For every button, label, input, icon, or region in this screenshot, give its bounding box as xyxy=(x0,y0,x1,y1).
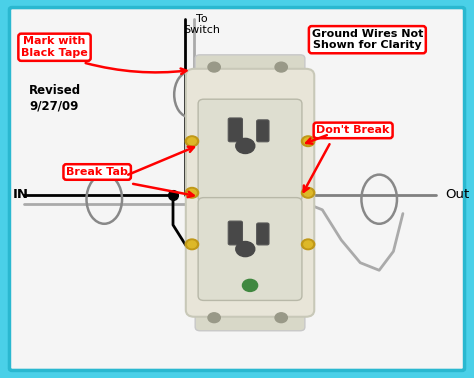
Text: Out: Out xyxy=(446,188,470,201)
Text: Don't Break: Don't Break xyxy=(317,125,390,135)
Circle shape xyxy=(301,136,315,147)
FancyBboxPatch shape xyxy=(186,69,314,317)
Circle shape xyxy=(188,241,196,248)
Circle shape xyxy=(301,239,315,249)
Circle shape xyxy=(185,187,199,198)
Circle shape xyxy=(236,242,255,257)
Text: Ground Wires Not
Shown for Clarity: Ground Wires Not Shown for Clarity xyxy=(312,29,423,51)
Circle shape xyxy=(208,313,220,323)
FancyBboxPatch shape xyxy=(198,198,302,301)
Circle shape xyxy=(275,62,287,72)
Text: To
Switch: To Switch xyxy=(183,14,220,36)
Circle shape xyxy=(188,189,196,196)
FancyBboxPatch shape xyxy=(195,55,305,83)
FancyBboxPatch shape xyxy=(228,221,242,245)
Text: Revised
9/27/09: Revised 9/27/09 xyxy=(28,84,81,112)
Circle shape xyxy=(236,138,255,153)
Circle shape xyxy=(208,62,220,72)
Text: IN: IN xyxy=(12,188,28,201)
Circle shape xyxy=(304,189,312,196)
Circle shape xyxy=(275,313,287,323)
Circle shape xyxy=(304,138,312,145)
Circle shape xyxy=(304,241,312,248)
Text: Mark with
Black Tape: Mark with Black Tape xyxy=(21,36,88,58)
FancyBboxPatch shape xyxy=(228,118,242,142)
FancyBboxPatch shape xyxy=(198,99,302,202)
Circle shape xyxy=(185,239,199,249)
Circle shape xyxy=(185,136,199,147)
FancyBboxPatch shape xyxy=(195,302,305,331)
FancyBboxPatch shape xyxy=(257,223,269,245)
Circle shape xyxy=(301,187,315,198)
Text: Break Tab: Break Tab xyxy=(66,167,128,177)
Circle shape xyxy=(188,138,196,145)
FancyBboxPatch shape xyxy=(9,8,465,370)
FancyBboxPatch shape xyxy=(257,120,269,142)
Circle shape xyxy=(242,279,257,291)
